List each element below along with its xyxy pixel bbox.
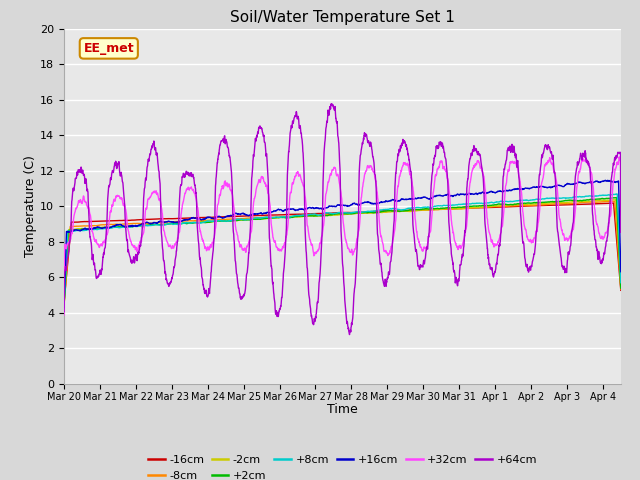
Title: Soil/Water Temperature Set 1: Soil/Water Temperature Set 1 [230, 10, 455, 25]
Text: EE_met: EE_met [83, 42, 134, 55]
Legend: -16cm, -8cm, -2cm, +2cm, +8cm, +16cm, +32cm, +64cm: -16cm, -8cm, -2cm, +2cm, +8cm, +16cm, +3… [143, 451, 541, 480]
X-axis label: Time: Time [327, 403, 358, 416]
Y-axis label: Temperature (C): Temperature (C) [24, 156, 37, 257]
